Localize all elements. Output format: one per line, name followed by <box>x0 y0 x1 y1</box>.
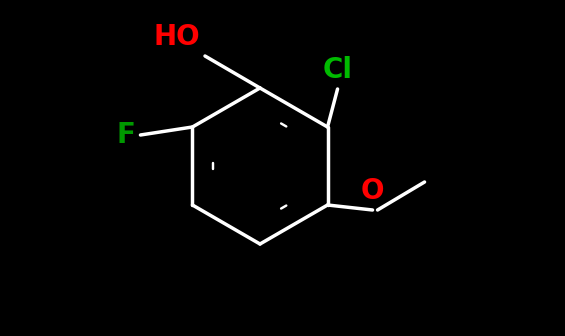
Text: F: F <box>116 121 136 149</box>
Text: Cl: Cl <box>323 56 353 84</box>
Text: O: O <box>361 177 384 205</box>
Text: HO: HO <box>153 23 200 51</box>
